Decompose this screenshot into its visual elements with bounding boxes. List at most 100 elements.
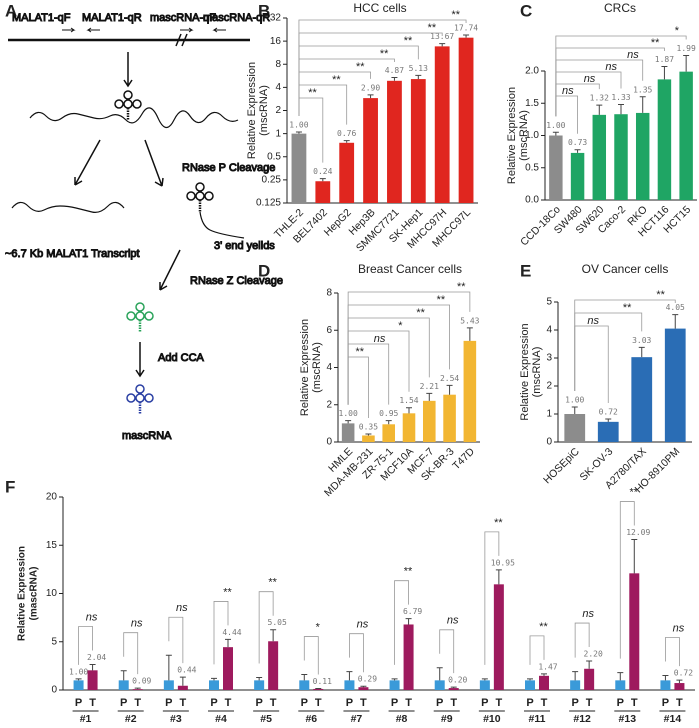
y-axis-label: Relative Expression <box>506 87 518 184</box>
value-label: 2.20 <box>584 650 603 659</box>
bar <box>463 340 477 442</box>
error-bar <box>211 677 217 681</box>
bar <box>629 573 640 690</box>
series-label: T <box>405 697 412 709</box>
significance-label: ** <box>379 48 388 60</box>
y-tick-label: 4 <box>275 82 281 93</box>
y-tick-label: 0.0 <box>525 195 539 206</box>
value-label: 4.05 <box>666 303 685 312</box>
error-bar <box>391 77 398 81</box>
series-label: P <box>662 697 669 709</box>
error-bar <box>605 418 612 422</box>
error-bar <box>75 678 82 681</box>
significance-label: * <box>674 25 679 37</box>
bar <box>291 133 307 203</box>
bar <box>163 680 174 690</box>
error-bar <box>662 675 669 681</box>
x-tick-label: HepG2 <box>322 206 354 238</box>
error-bar <box>120 670 127 681</box>
bar <box>635 112 650 200</box>
arrow <box>123 52 133 88</box>
y-tick-label: 5 <box>51 636 57 647</box>
error-bar <box>495 569 502 585</box>
bracket <box>349 633 364 673</box>
series-label: T <box>676 697 683 709</box>
series-label: P <box>391 697 398 709</box>
error-bar <box>385 420 392 425</box>
value-label: 1.33 <box>611 93 630 102</box>
primer-label: mascRNA-qR <box>203 12 270 24</box>
significance-label: ** <box>416 307 425 319</box>
error-bar <box>574 149 581 153</box>
bar <box>448 688 459 690</box>
significance-label: ** <box>656 289 665 301</box>
y-tick-label: 0.5 <box>267 151 281 162</box>
error-bar <box>134 687 141 690</box>
y-tick-label: 5 <box>546 297 552 308</box>
bar <box>315 181 331 203</box>
panel-label: D <box>258 261 270 280</box>
bracket <box>665 637 680 667</box>
series-label: P <box>165 697 172 709</box>
y-tick-label: 8 <box>275 59 281 70</box>
y-tick-label: 2 <box>275 105 281 116</box>
value-label: 17.74 <box>454 23 478 32</box>
value-label: 0.76 <box>337 129 356 138</box>
step-label: RNase P Cleavage <box>182 162 275 174</box>
bracket <box>78 626 93 665</box>
significance-label: ns <box>357 619 369 631</box>
y-tick-label: 20 <box>46 492 58 503</box>
bar <box>493 584 504 690</box>
value-label: 2.04 <box>87 653 106 662</box>
y-axis-label: (mscRNA) <box>258 85 270 136</box>
bar <box>118 680 129 690</box>
bracket <box>123 632 139 675</box>
error-bar <box>672 314 679 329</box>
y-tick-label: 3 <box>546 353 552 364</box>
value-label: 1.99 <box>677 44 696 53</box>
series-label: T <box>360 697 367 709</box>
bar <box>570 680 581 690</box>
error-bar <box>406 407 412 414</box>
step-label: Add CCA <box>158 352 205 364</box>
error-bar <box>439 43 446 47</box>
tail-line <box>199 211 245 239</box>
transcript-label: ~6.7 Kb MALAT1 Transcript <box>5 248 140 260</box>
bar <box>434 46 450 203</box>
value-label: 2.21 <box>420 382 439 391</box>
value-label: 0.11 <box>313 677 332 686</box>
trna-icon <box>125 301 155 334</box>
bracket <box>574 325 609 404</box>
series-label: T <box>495 697 502 709</box>
series-label: T <box>586 697 593 709</box>
panel-label: E <box>520 261 531 280</box>
bar <box>592 114 607 200</box>
bracket <box>439 629 455 674</box>
bar <box>422 400 436 442</box>
bar <box>339 142 355 203</box>
value-label: 0.35 <box>359 422 378 431</box>
step-label: RNase Z Cleavage <box>190 275 283 287</box>
y-tick-label: 0.5 <box>525 162 539 173</box>
series-label: T <box>315 697 322 709</box>
significance-label: ns <box>582 608 594 620</box>
error-bar <box>301 674 308 681</box>
significance-label: ** <box>403 566 412 578</box>
value-label: 0.73 <box>568 138 587 147</box>
x-tick-label: #6 <box>305 713 317 725</box>
bar <box>660 680 671 690</box>
bracket <box>555 35 687 117</box>
significance-label: * <box>398 320 403 332</box>
bar <box>631 357 653 442</box>
error-bar <box>450 686 457 689</box>
value-label: 10.95 <box>491 558 515 567</box>
arrow <box>74 139 101 186</box>
bar <box>358 687 369 690</box>
value-label: 5.43 <box>460 316 479 325</box>
series-label: P <box>301 697 308 709</box>
y-tick-label: 16 <box>270 36 282 47</box>
y-axis-label: Relative Expression <box>246 62 258 159</box>
transcript-line <box>11 201 125 213</box>
x-tick-label: #14 <box>664 713 682 725</box>
significance-label: ** <box>332 74 341 86</box>
